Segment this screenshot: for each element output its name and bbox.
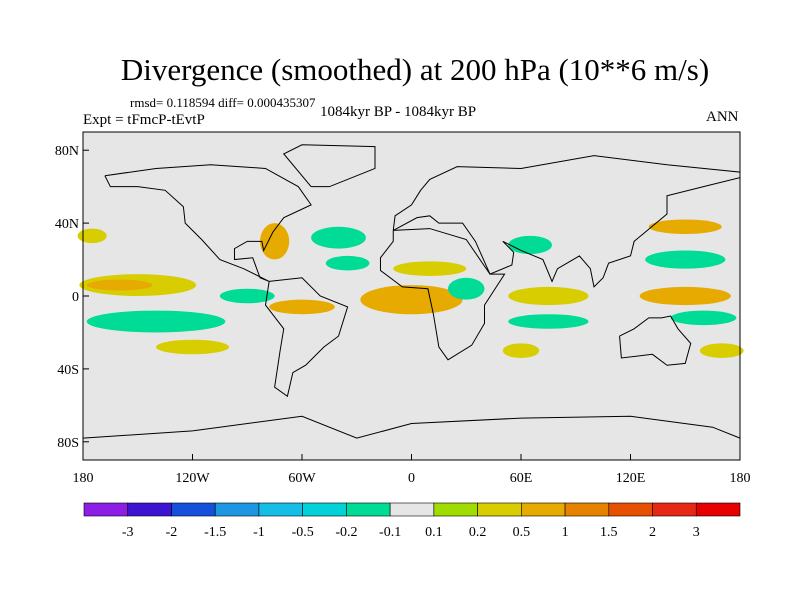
anomaly-region (508, 235, 553, 255)
anomaly-region (670, 310, 737, 326)
colorbar-swatch (564, 502, 610, 517)
coastline (379, 228, 506, 361)
colorbar-swatch (302, 502, 347, 517)
x-tick-label: 180 (730, 471, 751, 486)
anomaly-region (699, 343, 744, 358)
colorbar-swatch (214, 502, 260, 517)
x-tick-label: 180 (73, 471, 94, 486)
colorbar-swatch (477, 502, 522, 517)
coastline (282, 144, 376, 188)
coastline (392, 155, 741, 288)
colorbar-swatch (127, 502, 172, 517)
colorbar-label: 1 (562, 525, 569, 540)
colorbar-swatch (433, 502, 478, 517)
colorbar-swatch (389, 502, 435, 517)
colorbar-swatch (521, 502, 566, 517)
stats-text: rmsd= 0.118594 diff= 0.000435307 (130, 95, 316, 110)
season-label: ANN (706, 109, 739, 125)
anomaly-region (508, 286, 589, 306)
anomaly-region (86, 310, 226, 333)
x-tick-label: 120E (616, 471, 646, 486)
colorbar-swatch (346, 502, 391, 517)
experiment-label: Expt = tFmcP-tEvtP (83, 112, 205, 128)
colorbar-label: -0.5 (292, 525, 314, 540)
anomaly-region (393, 261, 467, 276)
anomaly-region (448, 277, 485, 300)
anomaly-region (639, 286, 731, 306)
anomaly-region (648, 219, 722, 235)
anomaly-region (508, 314, 589, 329)
coastline (82, 415, 741, 439)
x-tick-label: 60W (288, 471, 316, 486)
y-tick-label: 40N (55, 217, 79, 232)
colorbar-label: -0.1 (379, 525, 401, 540)
colorbar-swatch (652, 502, 697, 517)
coastline (104, 164, 312, 282)
y-tick-label: 0 (72, 290, 79, 305)
x-tick-label: 60E (510, 471, 533, 486)
colorbar-swatch (695, 502, 741, 517)
anomaly-region (86, 279, 153, 291)
colorbar-swatch (83, 502, 129, 517)
y-tick-label: 40S (57, 363, 79, 378)
anomaly-region (502, 343, 540, 358)
colorbar-label: 0.1 (425, 525, 443, 540)
anomaly-region (645, 250, 726, 269)
colorbar-label: 3 (693, 525, 700, 540)
plot-title: Divergence (smoothed) at 200 hPa (10**6 … (120, 52, 710, 87)
colorbar-label: -1.5 (204, 525, 226, 540)
anomaly-region (156, 339, 229, 355)
colorbar-label: -3 (122, 525, 134, 540)
colorbar-swatch (171, 502, 216, 517)
period-label: 1084kyr BP - 1084kyr BP (320, 104, 477, 120)
colorbar-label: 0.2 (469, 525, 487, 540)
y-tick-label: 80S (57, 436, 79, 451)
colorbar-swatch (258, 502, 303, 517)
anomaly-region (360, 285, 463, 315)
anomaly-region (77, 228, 107, 244)
colorbar-label: 1.5 (600, 525, 618, 540)
colorbar-label: 0.5 (513, 525, 531, 540)
anomaly-region (219, 288, 275, 304)
x-tick-label: 120W (175, 471, 210, 486)
colorbar-swatch (608, 502, 653, 517)
anomaly-region (269, 299, 335, 315)
colorbar-label: -0.2 (335, 525, 357, 540)
coastline (264, 277, 349, 398)
y-tick-label: 80N (55, 144, 79, 159)
colorbar-label: 2 (649, 525, 656, 540)
anomaly-region (325, 255, 370, 271)
anomaly-region (311, 226, 366, 249)
colorbar-label: -1 (253, 525, 265, 540)
x-tick-label: 0 (408, 471, 415, 486)
coastline (619, 315, 692, 366)
anomaly-region (260, 223, 290, 260)
colorbar-label: -2 (166, 525, 178, 540)
